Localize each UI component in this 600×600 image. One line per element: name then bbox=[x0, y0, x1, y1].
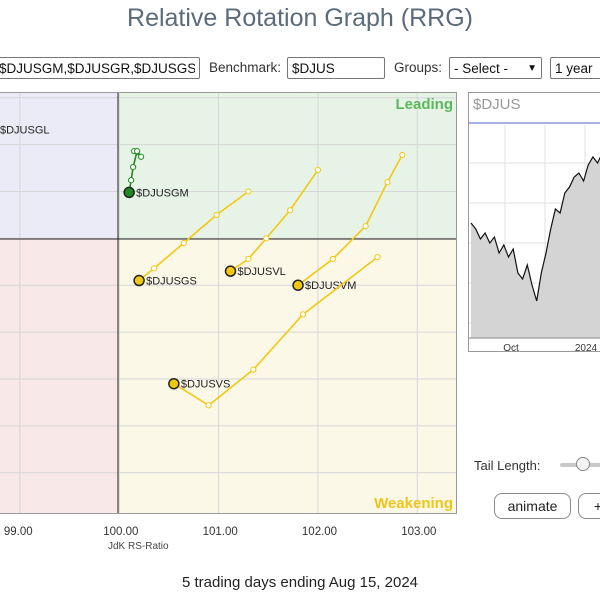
quadrant-leading bbox=[118, 93, 456, 239]
x-tick-label: 102.00 bbox=[301, 526, 338, 538]
tail-length-slider-knob[interactable] bbox=[575, 457, 590, 471]
tail-point-djusvl bbox=[263, 235, 270, 242]
groups-select[interactable]: - Select - ▼ bbox=[449, 57, 542, 79]
tail-point-djusvl bbox=[245, 255, 252, 263]
x-axis-label: JdK RS-Ratio bbox=[108, 541, 169, 552]
mini-chart-line bbox=[470, 155, 600, 302]
tail-length-label: Tail Length: bbox=[474, 458, 541, 473]
tail-point-djusgm bbox=[137, 153, 145, 160]
page-title: Relative Rotation Graph (RRG) bbox=[127, 4, 473, 32]
head-point-djusgm[interactable] bbox=[123, 186, 135, 199]
symbols-input[interactable] bbox=[0, 57, 200, 79]
series-label-djusgs: $DJUSGS bbox=[146, 276, 197, 288]
head-point-djusvs[interactable] bbox=[168, 377, 180, 390]
tail-point-djusvs bbox=[205, 402, 212, 409]
tail-point-djusvm bbox=[329, 255, 336, 263]
mini-chart-tick-2024: 2024 bbox=[575, 343, 598, 352]
mini-chart-area bbox=[471, 157, 600, 338]
series-layer: $DJUSGL $DJUSGM $DJUSGS $DJUSVL $DJUSVM $DJUS… bbox=[0, 125, 406, 409]
head-point-djusvl[interactable] bbox=[224, 265, 237, 277]
quadrant-weakening bbox=[118, 239, 456, 513]
tail-point-djusgs bbox=[150, 265, 158, 272]
tail-point-djusvl bbox=[286, 207, 294, 214]
series-label-djusvs: $DJUSVS bbox=[181, 379, 231, 391]
tail-point-djusvl bbox=[314, 166, 322, 173]
groups-label: Groups: bbox=[394, 60, 443, 75]
tail-point-djusgs bbox=[213, 211, 220, 219]
tail-point-djusgm bbox=[130, 163, 137, 171]
x-tick-label: 99.00 bbox=[3, 526, 33, 538]
x-tick-label: 100.00 bbox=[103, 526, 139, 538]
tail-point-djusvm bbox=[362, 223, 369, 230]
rrg-chart-svg: Leading Weakening $DJUSGL$DJUSGM$DJUSGS$… bbox=[0, 93, 456, 513]
tail-point-djusvs bbox=[299, 311, 307, 318]
tail-point-djusgm bbox=[134, 148, 141, 155]
tail-point-djusvs bbox=[374, 254, 381, 261]
tail-point-djusvm bbox=[399, 151, 406, 158]
series-label-djusvm: $DJUSVM bbox=[305, 280, 356, 292]
tail-point-djusgs bbox=[245, 188, 252, 195]
series-label-djusgm: $DJUSGM bbox=[136, 187, 189, 199]
footer-caption: 5 trading days ending Aug 15, 2024 bbox=[181, 574, 419, 591]
series-label-djusvl: $DJUSVL bbox=[237, 266, 285, 278]
benchmark-mini-chart: $DJUS Oct 2024 bbox=[468, 92, 600, 352]
benchmark-label: Benchmark: bbox=[209, 60, 282, 75]
plus-button[interactable]: + bbox=[578, 493, 600, 519]
rrg-chart: Leading Weakening $DJUSGL $DJUSGM $DJUSGS $… bbox=[0, 92, 457, 514]
x-tick-label: 103.00 bbox=[401, 526, 437, 538]
quadrant-improving bbox=[0, 93, 118, 239]
animate-button[interactable]: animate bbox=[494, 493, 571, 519]
head-point-djusgs[interactable] bbox=[133, 274, 145, 287]
benchmark-input[interactable] bbox=[287, 57, 385, 79]
groups-select-value: - Select - bbox=[454, 60, 509, 76]
x-tick-label: 101.00 bbox=[202, 526, 238, 538]
mini-chart-tick-oct: Oct bbox=[503, 343, 519, 352]
period-select-value: 1 year bbox=[555, 60, 593, 76]
grid-lines bbox=[0, 93, 456, 513]
tail-point-djusvm bbox=[384, 178, 391, 186]
period-select[interactable]: 1 year bbox=[550, 57, 600, 79]
mini-chart-symbol: $DJUS bbox=[473, 96, 521, 113]
series-label-djusgl: $DJUSGL bbox=[0, 125, 50, 137]
tail-point-djusvs bbox=[250, 366, 257, 373]
tail-point-djusgs bbox=[180, 239, 187, 247]
tail-point-djusgm bbox=[128, 177, 135, 184]
quadrant-weakening-label: Weakening bbox=[374, 495, 453, 512]
quadrant-leading-label: Leading bbox=[395, 96, 453, 113]
mini-chart-svg: $DJUS Oct 2024 bbox=[469, 96, 600, 352]
head-point-djusvm[interactable] bbox=[292, 279, 304, 291]
controls-bar: Benchmark: Groups: - Select - ▼ 1 year bbox=[0, 57, 600, 81]
chevron-down-icon: ▼ bbox=[527, 62, 537, 74]
